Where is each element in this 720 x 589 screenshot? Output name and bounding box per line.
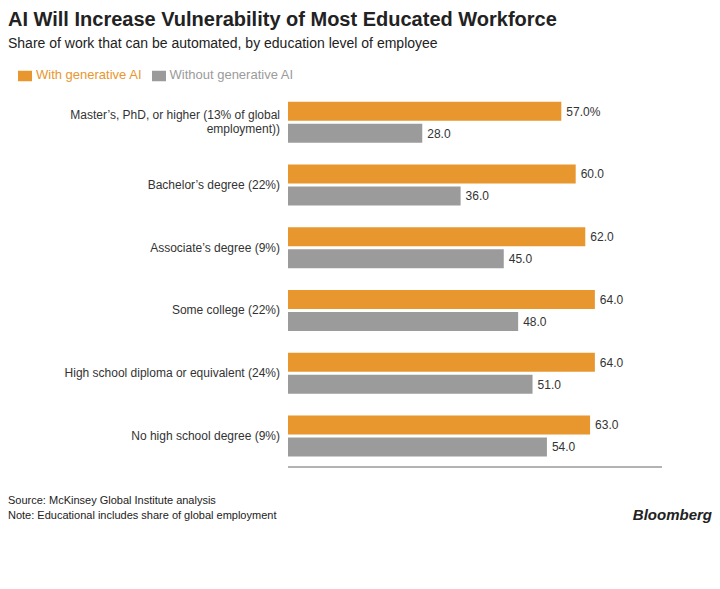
svg-text:28.0: 28.0 [427, 127, 451, 141]
svg-text:Bachelor’s degree (22%): Bachelor’s degree (22%) [148, 178, 280, 192]
svg-text:64.0: 64.0 [600, 356, 624, 370]
svg-text:57.0%: 57.0% [566, 105, 600, 119]
svg-text:51.0: 51.0 [538, 378, 562, 392]
svg-text:Associate’s degree (9%): Associate’s degree (9%) [150, 241, 280, 255]
html-text:Without generative AI: Without generative AI [169, 67, 294, 82]
svg-text:High school diploma or equival: High school diploma or equivalent (24%) [65, 366, 280, 380]
svg-text:Some college (22%): Some college (22%) [172, 303, 280, 317]
html-text:With generative AI: With generative AI [36, 67, 142, 82]
svg-text:62.0: 62.0 [590, 230, 614, 244]
svg-text:45.0: 45.0 [509, 252, 533, 266]
html-text:Bloomberg: Bloomberg [632, 505, 712, 523]
html-text:Share of work that can be auto: Share of work that can be automated, by … [8, 35, 438, 51]
svg-text:48.0: 48.0 [523, 315, 547, 329]
svg-text:Master’s, PhD, or higher (13%: Master’s, PhD, or higher (13% of globale… [70, 108, 280, 136]
svg-text:No high school degree (9%): No high school degree (9%) [131, 429, 280, 443]
html-text:Source: McKinsey Global Instit: Source: McKinsey Global Institute analys… [8, 494, 277, 521]
svg-text:64.0: 64.0 [600, 293, 624, 307]
svg-text:54.0: 54.0 [552, 440, 576, 454]
html-text:AI Will Increase Vulnerability: AI Will Increase Vulnerability of Most E… [8, 8, 557, 30]
svg-text:63.0: 63.0 [595, 418, 619, 432]
svg-text:60.0: 60.0 [581, 167, 605, 181]
svg-text:36.0: 36.0 [466, 189, 490, 203]
